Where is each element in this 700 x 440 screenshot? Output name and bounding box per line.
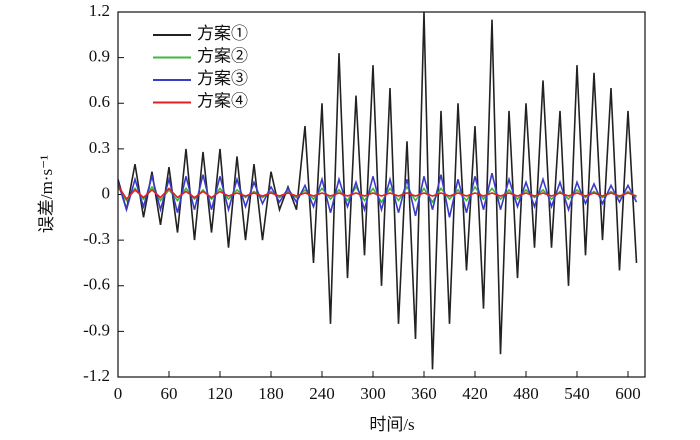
y-axis-label: 误差/m·s⁻¹	[37, 155, 56, 233]
series-line	[117, 184, 637, 201]
series-line	[117, 11, 638, 370]
x-tick-label: 420	[462, 384, 488, 403]
y-tick-label: -0.6	[83, 275, 110, 294]
plot-frame	[117, 11, 646, 378]
y-tick-label: -0.9	[83, 320, 110, 339]
y-tick-label: -0.3	[83, 229, 110, 248]
x-tick-label: 300	[360, 384, 386, 403]
x-tick-label: 480	[513, 384, 539, 403]
x-tick-label: 540	[564, 384, 590, 403]
x-tick-label: 180	[258, 384, 284, 403]
x-tick-label: 120	[207, 384, 233, 403]
legend-label: 方案①	[197, 24, 248, 43]
x-tick-label: 600	[615, 384, 641, 403]
y-tick-label: -1.2	[83, 366, 110, 385]
x-tick-label: 360	[411, 384, 437, 403]
y-tick-label: 0.9	[89, 47, 110, 66]
x-tick-label: 240	[309, 384, 335, 403]
legend-label: 方案②	[197, 46, 248, 65]
legend-label: 方案③	[197, 69, 248, 88]
y-tick-label: 1.2	[89, 1, 110, 20]
y-tick-label: 0.3	[89, 138, 110, 157]
x-axis-label: 时间/s	[369, 415, 414, 434]
legend-label: 方案④	[197, 91, 248, 110]
y-tick-label: 0	[102, 183, 111, 202]
x-tick-label: 60	[161, 384, 178, 403]
x-tick-label: 0	[114, 384, 123, 403]
y-tick-label: 0.6	[89, 92, 110, 111]
series-line	[117, 173, 638, 218]
